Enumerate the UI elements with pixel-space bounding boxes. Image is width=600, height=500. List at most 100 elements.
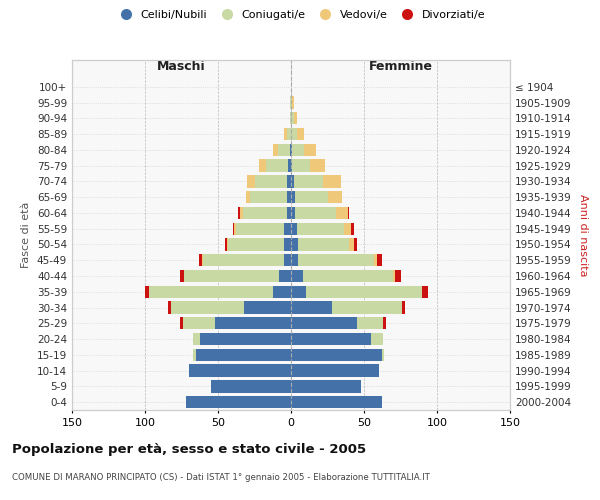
Bar bbox=[292, 160, 310, 172]
Bar bbox=[244, 302, 291, 314]
Bar bbox=[193, 333, 200, 345]
Bar bbox=[291, 396, 382, 408]
Bar bbox=[238, 207, 240, 219]
Bar bbox=[227, 238, 228, 250]
Bar bbox=[284, 222, 291, 235]
Bar bbox=[291, 270, 302, 282]
Bar bbox=[287, 207, 291, 219]
Bar bbox=[332, 302, 402, 314]
Bar bbox=[291, 96, 292, 108]
Bar bbox=[297, 128, 304, 140]
Bar bbox=[298, 254, 374, 266]
Bar bbox=[284, 254, 291, 266]
Bar bbox=[291, 254, 298, 266]
Bar bbox=[196, 348, 291, 361]
Bar bbox=[295, 191, 328, 203]
Bar bbox=[291, 333, 371, 345]
Bar bbox=[291, 364, 379, 376]
Bar bbox=[189, 364, 291, 376]
Y-axis label: Anni di nascita: Anni di nascita bbox=[578, 194, 588, 276]
Bar bbox=[234, 222, 236, 235]
Bar bbox=[291, 175, 294, 188]
Bar bbox=[291, 128, 297, 140]
Bar bbox=[233, 222, 234, 235]
Bar bbox=[336, 207, 348, 219]
Bar bbox=[323, 175, 341, 188]
Bar bbox=[287, 191, 291, 203]
Bar bbox=[294, 175, 323, 188]
Bar bbox=[236, 222, 284, 235]
Bar bbox=[356, 317, 383, 330]
Bar bbox=[259, 160, 266, 172]
Bar bbox=[199, 254, 202, 266]
Y-axis label: Fasce di età: Fasce di età bbox=[22, 202, 31, 268]
Bar bbox=[266, 160, 288, 172]
Bar bbox=[288, 160, 291, 172]
Bar bbox=[226, 238, 227, 250]
Bar bbox=[304, 144, 316, 156]
Bar bbox=[422, 286, 428, 298]
Bar bbox=[291, 191, 295, 203]
Bar bbox=[302, 270, 393, 282]
Bar bbox=[305, 286, 422, 298]
Bar bbox=[291, 144, 292, 156]
Bar bbox=[280, 270, 291, 282]
Bar bbox=[284, 128, 287, 140]
Bar bbox=[292, 96, 294, 108]
Bar bbox=[278, 144, 290, 156]
Bar bbox=[287, 128, 291, 140]
Bar bbox=[295, 207, 336, 219]
Bar bbox=[284, 238, 291, 250]
Bar bbox=[393, 270, 395, 282]
Bar bbox=[291, 348, 382, 361]
Text: COMUNE DI MARANO PRINCIPATO (CS) - Dati ISTAT 1° gennaio 2005 - Elaborazione TUT: COMUNE DI MARANO PRINCIPATO (CS) - Dati … bbox=[12, 472, 430, 482]
Bar bbox=[291, 238, 298, 250]
Bar bbox=[374, 254, 377, 266]
Bar bbox=[290, 96, 291, 108]
Bar bbox=[294, 112, 297, 124]
Bar bbox=[291, 380, 361, 392]
Bar bbox=[171, 302, 244, 314]
Text: Popolazione per età, sesso e stato civile - 2005: Popolazione per età, sesso e stato civil… bbox=[12, 442, 366, 456]
Bar bbox=[246, 191, 250, 203]
Bar bbox=[395, 270, 401, 282]
Bar bbox=[274, 286, 291, 298]
Legend: Celibi/Nubili, Coniugati/e, Vedovi/e, Divorziati/e: Celibi/Nubili, Coniugati/e, Vedovi/e, Di… bbox=[110, 6, 490, 25]
Bar bbox=[291, 286, 305, 298]
Bar bbox=[145, 286, 149, 298]
Bar bbox=[291, 222, 297, 235]
Bar bbox=[290, 144, 291, 156]
Bar bbox=[371, 333, 383, 345]
Bar bbox=[291, 207, 295, 219]
Bar bbox=[274, 144, 278, 156]
Bar bbox=[169, 302, 171, 314]
Bar bbox=[215, 317, 291, 330]
Bar bbox=[202, 254, 203, 266]
Text: Maschi: Maschi bbox=[157, 60, 206, 72]
Bar bbox=[290, 112, 291, 124]
Bar bbox=[240, 207, 243, 219]
Bar bbox=[250, 191, 287, 203]
Bar bbox=[328, 191, 342, 203]
Bar bbox=[254, 175, 287, 188]
Bar bbox=[291, 160, 292, 172]
Bar bbox=[382, 348, 385, 361]
Bar bbox=[298, 238, 349, 250]
Bar bbox=[180, 270, 184, 282]
Bar bbox=[200, 333, 291, 345]
Bar bbox=[344, 222, 351, 235]
Bar bbox=[310, 160, 325, 172]
Bar bbox=[247, 175, 254, 188]
Bar bbox=[402, 302, 405, 314]
Bar bbox=[377, 254, 382, 266]
Bar bbox=[186, 396, 291, 408]
Bar bbox=[291, 317, 356, 330]
Bar bbox=[291, 112, 294, 124]
Bar bbox=[149, 286, 274, 298]
Bar bbox=[354, 238, 357, 250]
Bar bbox=[184, 270, 280, 282]
Bar bbox=[211, 380, 291, 392]
Bar bbox=[348, 207, 349, 219]
Bar bbox=[183, 317, 215, 330]
Bar bbox=[349, 238, 354, 250]
